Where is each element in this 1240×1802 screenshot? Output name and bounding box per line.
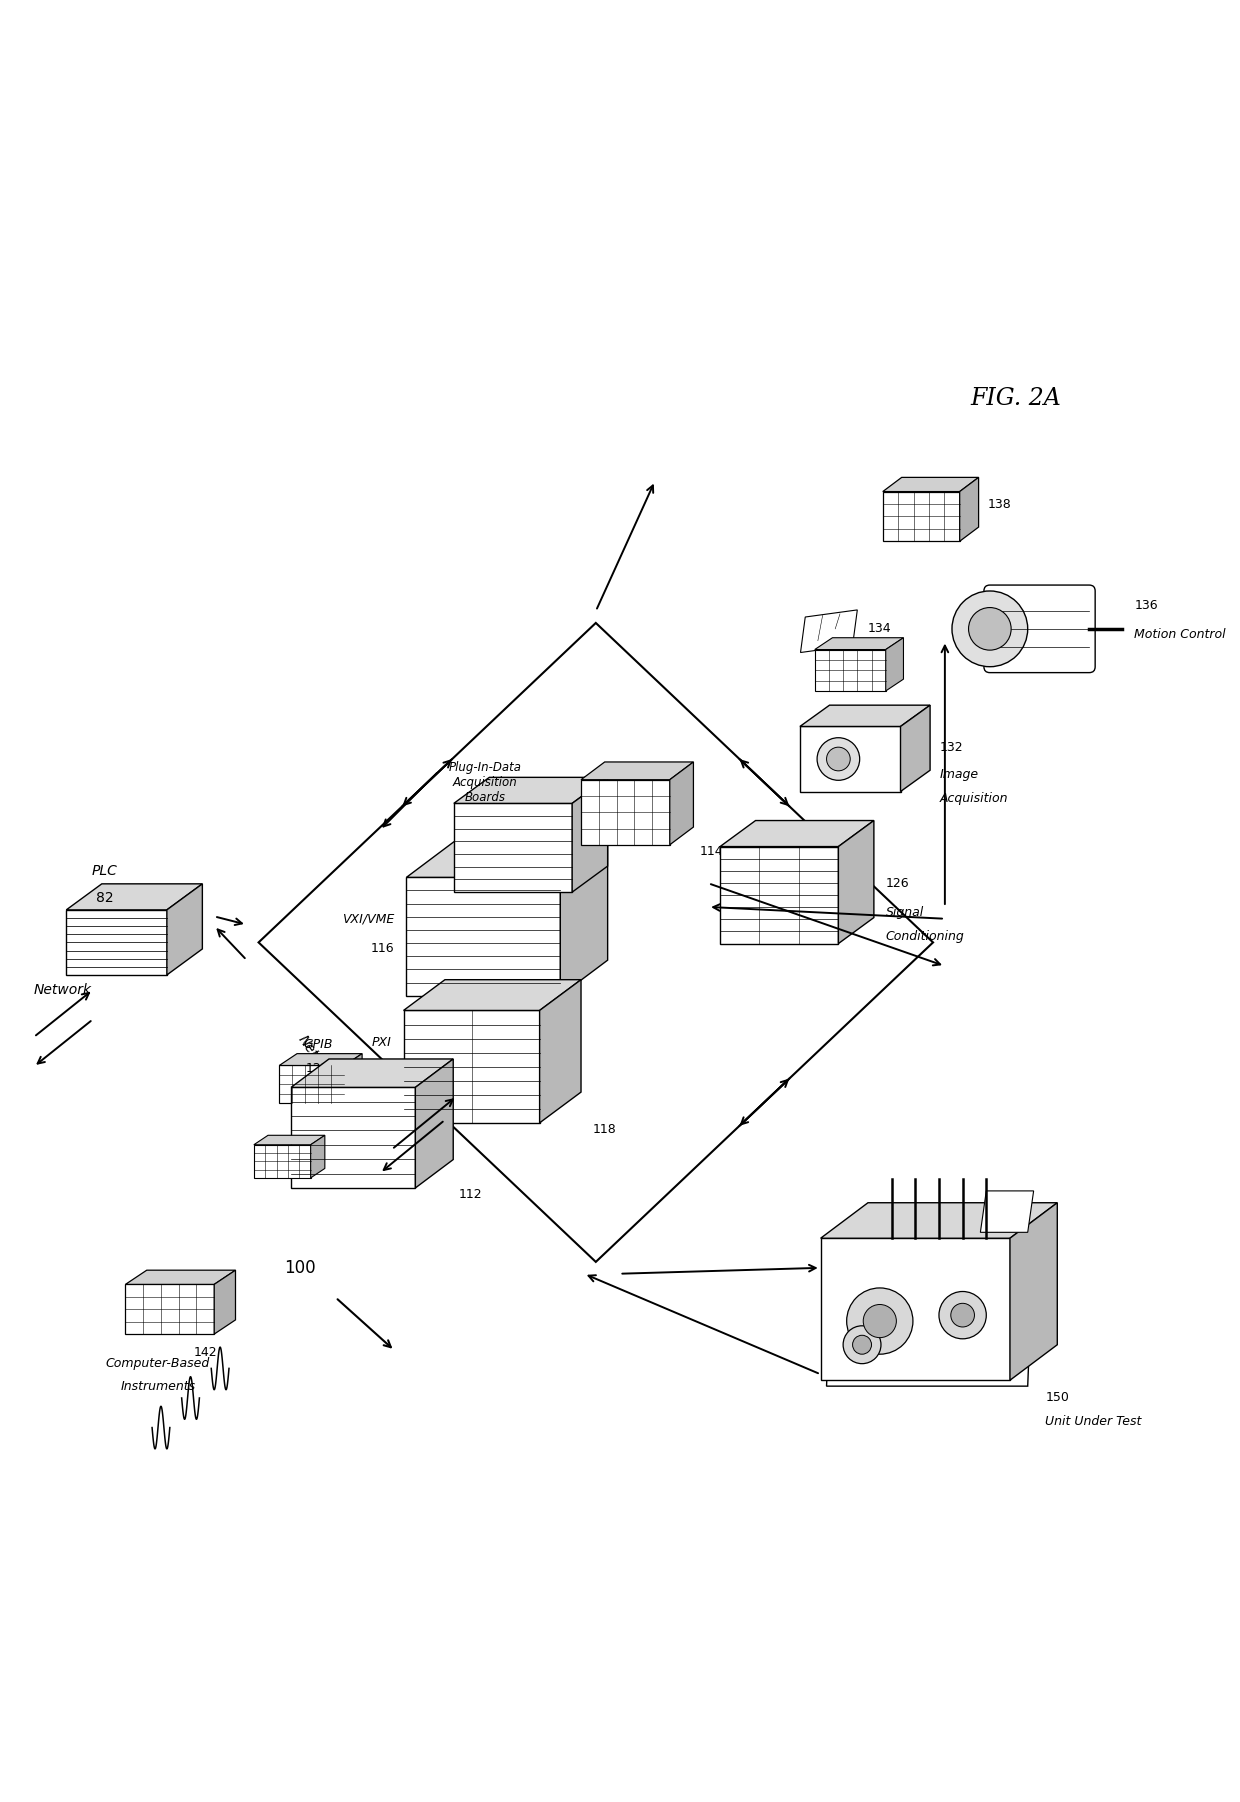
Polygon shape [215,1270,236,1333]
Polygon shape [838,820,874,944]
Circle shape [968,607,1011,651]
Polygon shape [125,1270,236,1285]
Polygon shape [720,847,838,944]
Polygon shape [403,980,582,1011]
Text: 132: 132 [940,741,963,753]
Polygon shape [279,1054,362,1065]
Text: 138: 138 [988,497,1012,512]
Polygon shape [66,883,202,910]
Circle shape [827,748,851,771]
Polygon shape [582,780,670,845]
Polygon shape [66,910,167,975]
Polygon shape [345,1054,362,1103]
Polygon shape [960,478,978,541]
Polygon shape [670,762,693,845]
FancyBboxPatch shape [983,586,1095,672]
Text: 112: 112 [459,1188,482,1200]
Text: GPIB: GPIB [303,1038,332,1051]
Polygon shape [254,1144,311,1179]
Polygon shape [454,777,608,804]
Text: 126: 126 [885,878,909,890]
Polygon shape [885,638,904,690]
Polygon shape [311,1135,325,1179]
Text: Unit Under Test: Unit Under Test [1045,1415,1142,1429]
Polygon shape [125,1285,215,1333]
Polygon shape [407,878,560,997]
Polygon shape [582,762,693,780]
Text: 118: 118 [593,1123,616,1135]
Circle shape [843,1326,880,1364]
Polygon shape [415,1060,454,1188]
Polygon shape [883,478,978,492]
Circle shape [853,1335,872,1353]
Polygon shape [291,1060,454,1087]
Polygon shape [815,649,885,690]
Text: Instruments: Instruments [120,1380,196,1393]
Polygon shape [821,1202,1058,1238]
Circle shape [863,1305,897,1337]
Polygon shape [254,1135,325,1144]
Text: PXI: PXI [372,1036,392,1049]
Text: Image: Image [940,768,978,780]
Polygon shape [454,804,572,892]
Text: Network: Network [33,982,92,997]
Polygon shape [883,492,960,541]
Text: Motion Control: Motion Control [1135,629,1226,642]
Text: 150: 150 [1045,1391,1069,1404]
Polygon shape [572,777,608,892]
Polygon shape [981,1191,1034,1233]
Text: 114: 114 [699,845,723,858]
Polygon shape [827,1233,1034,1386]
Polygon shape [900,705,930,791]
Polygon shape [291,1087,415,1188]
Text: 122: 122 [306,1061,330,1076]
Polygon shape [800,705,930,726]
Text: VXI/VME: VXI/VME [342,912,394,924]
Polygon shape [801,609,857,652]
Text: 134: 134 [868,622,892,636]
Polygon shape [1009,1202,1058,1380]
Polygon shape [167,883,202,975]
Circle shape [939,1292,986,1339]
Polygon shape [279,1065,345,1103]
Text: Acquisition: Acquisition [940,791,1008,804]
Circle shape [817,737,859,780]
Text: 82: 82 [95,892,114,905]
Polygon shape [800,726,900,791]
Text: 136: 136 [1135,598,1158,611]
Polygon shape [821,1238,1009,1380]
Polygon shape [539,980,582,1123]
Text: 100: 100 [284,1260,316,1278]
Text: Plug-In-Data
Acquisition
Boards: Plug-In-Data Acquisition Boards [449,760,522,804]
Text: PLC: PLC [92,863,118,878]
Text: FIG. 2A: FIG. 2A [971,387,1061,409]
Polygon shape [403,1011,539,1123]
Text: Computer-Based: Computer-Based [105,1357,210,1370]
Text: Network: Network [295,1033,340,1088]
Polygon shape [407,842,608,878]
Text: Signal: Signal [885,906,924,919]
Text: 142: 142 [193,1346,217,1359]
Text: 116: 116 [371,942,394,955]
Circle shape [847,1288,913,1353]
Text: Conditioning: Conditioning [885,930,965,942]
Circle shape [952,591,1028,667]
Circle shape [951,1303,975,1326]
Polygon shape [815,638,904,649]
Polygon shape [720,820,874,847]
Polygon shape [560,842,608,997]
